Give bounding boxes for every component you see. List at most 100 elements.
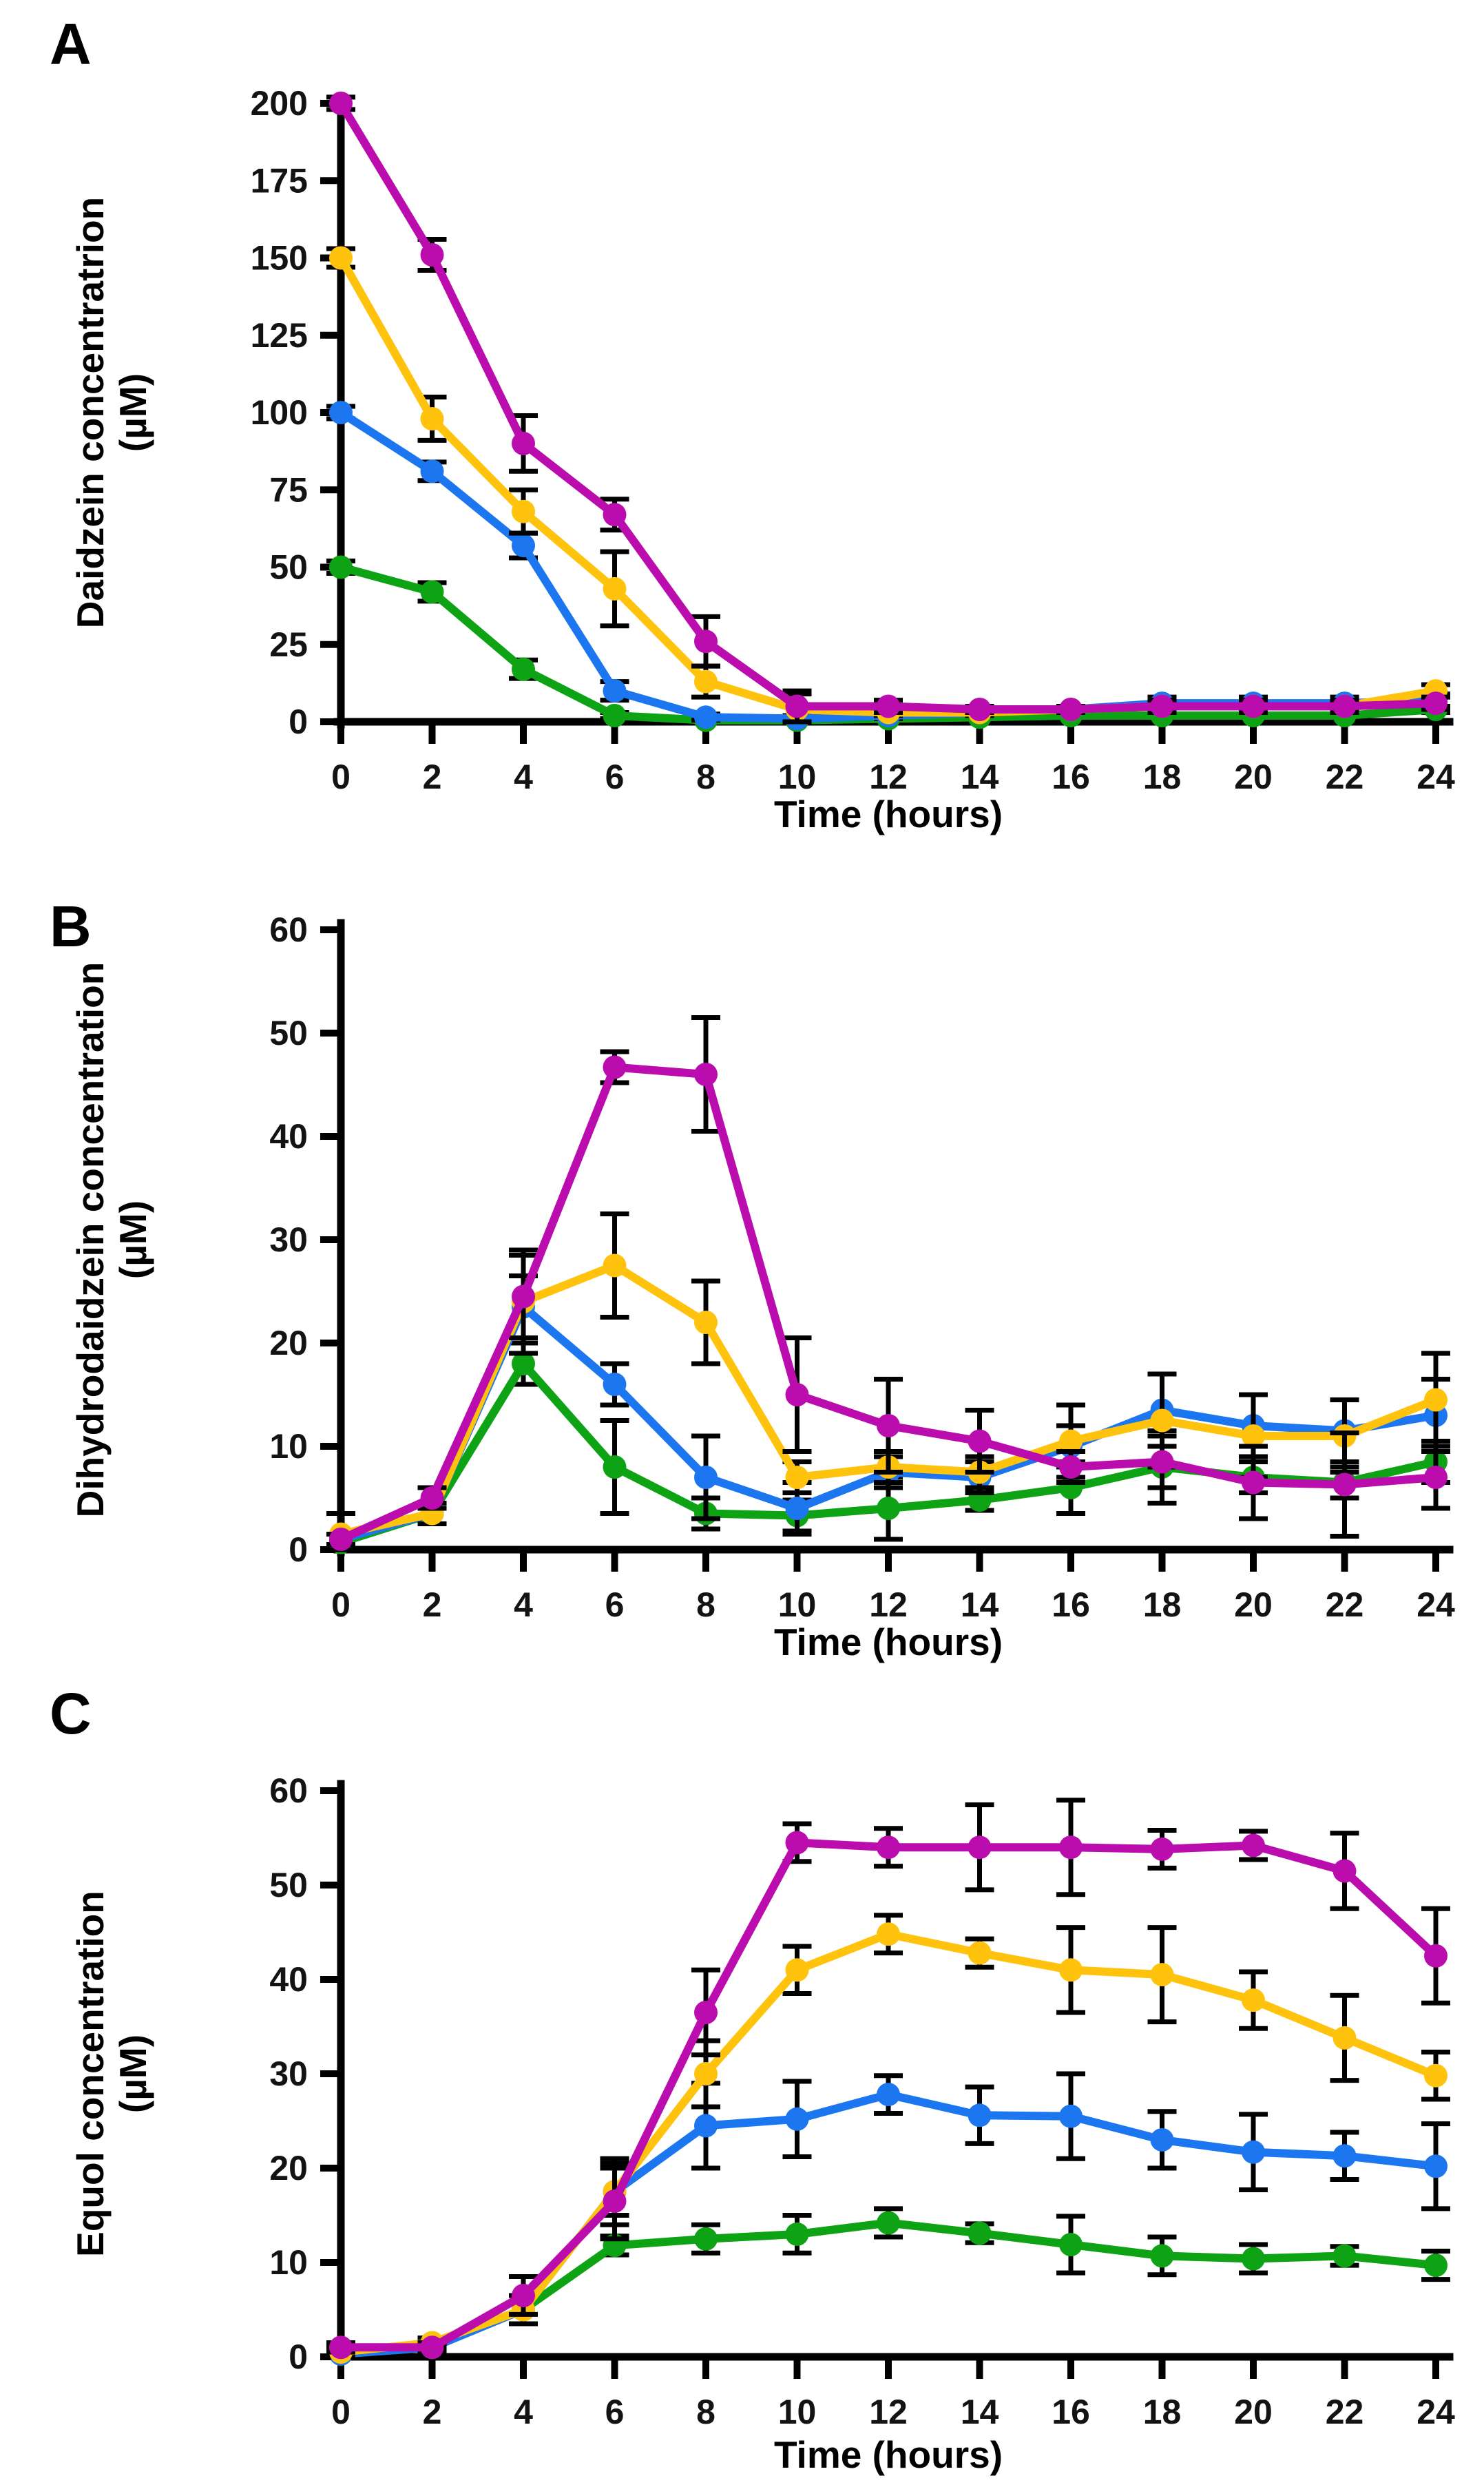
data-point-magenta bbox=[1424, 691, 1448, 716]
x-tick-label: 6 bbox=[605, 758, 625, 796]
data-point-yellow bbox=[694, 669, 718, 694]
x-tick-label: 2 bbox=[423, 2393, 442, 2431]
data-point-blue bbox=[420, 459, 444, 483]
data-point-magenta bbox=[1150, 1450, 1174, 1474]
data-point-magenta bbox=[512, 1284, 535, 1309]
data-point-magenta bbox=[603, 1055, 627, 1079]
x-axis-title: Time (hours) bbox=[773, 793, 1003, 835]
y-tick-label: 75 bbox=[269, 470, 308, 509]
data-point-magenta bbox=[603, 503, 627, 527]
y-tick-label: 0 bbox=[289, 1530, 308, 1569]
error-bars-magenta bbox=[326, 94, 1450, 725]
x-tick-label: 16 bbox=[1052, 2393, 1090, 2431]
x-tick-label: 22 bbox=[1326, 2393, 1364, 2431]
data-point-magenta bbox=[329, 1528, 353, 1551]
data-point-yellow bbox=[1150, 1963, 1174, 1987]
data-point-blue bbox=[1424, 2154, 1448, 2178]
x-tick-label: 0 bbox=[331, 2393, 351, 2431]
data-point-green bbox=[329, 555, 353, 579]
data-point-magenta bbox=[1424, 1466, 1448, 1489]
data-point-green bbox=[877, 2211, 900, 2235]
data-point-yellow bbox=[1424, 1388, 1448, 1412]
data-point-magenta bbox=[420, 2335, 444, 2360]
panel-letter: B bbox=[50, 894, 92, 959]
data-point-green bbox=[603, 1455, 627, 1479]
x-tick-label: 12 bbox=[869, 1585, 908, 1624]
data-point-green bbox=[1059, 2233, 1083, 2256]
error-bars-blue bbox=[417, 2071, 1450, 2355]
data-point-yellow bbox=[1242, 1988, 1265, 2012]
x-tick-label: 4 bbox=[514, 1585, 533, 1624]
data-point-magenta bbox=[420, 243, 444, 267]
x-tick-label: 12 bbox=[869, 2393, 908, 2431]
markers-yellow bbox=[329, 1922, 1448, 2364]
data-point-blue bbox=[1150, 2127, 1174, 2152]
x-axis-title: Time (hours) bbox=[773, 1621, 1003, 1663]
y-tick-label: 125 bbox=[251, 316, 308, 355]
x-tick-label: 22 bbox=[1326, 1585, 1364, 1624]
data-point-magenta bbox=[420, 1486, 444, 1510]
data-point-green bbox=[1150, 2244, 1174, 2268]
data-point-yellow bbox=[694, 2062, 718, 2085]
data-point-magenta bbox=[1333, 694, 1357, 718]
x-tick-label: 14 bbox=[961, 2393, 999, 2431]
data-point-yellow bbox=[968, 1941, 992, 1965]
y-tick-label: 0 bbox=[289, 703, 308, 741]
x-tick-label: 18 bbox=[1143, 2393, 1182, 2431]
data-point-blue bbox=[512, 534, 535, 558]
data-point-yellow bbox=[877, 1922, 900, 1946]
y-tick-label: 100 bbox=[251, 393, 308, 432]
x-tick-label: 24 bbox=[1417, 2393, 1455, 2431]
data-point-blue bbox=[1333, 2144, 1357, 2168]
data-point-magenta bbox=[329, 92, 353, 115]
y-tick-label: 60 bbox=[269, 910, 308, 949]
data-point-blue bbox=[1242, 2140, 1265, 2164]
data-point-blue bbox=[1059, 2104, 1083, 2128]
data-point-magenta bbox=[1059, 1455, 1083, 1479]
data-point-magenta bbox=[968, 1835, 992, 1860]
data-point-blue bbox=[785, 1497, 809, 1520]
data-point-green bbox=[968, 2221, 992, 2245]
data-point-magenta bbox=[785, 1831, 809, 1855]
x-tick-label: 8 bbox=[696, 2393, 715, 2431]
markers-blue bbox=[329, 401, 1448, 731]
data-point-yellow bbox=[1424, 2063, 1448, 2088]
data-point-magenta bbox=[1242, 1833, 1265, 1858]
data-point-magenta bbox=[603, 2189, 627, 2213]
error-bars-blue bbox=[326, 404, 1450, 725]
x-tick-label: 0 bbox=[331, 758, 351, 796]
data-point-yellow bbox=[694, 1311, 718, 1334]
data-point-blue bbox=[329, 401, 353, 424]
data-point-magenta bbox=[877, 1414, 900, 1437]
data-point-yellow bbox=[1059, 1429, 1083, 1453]
x-tick-label: 0 bbox=[331, 1585, 351, 1624]
data-point-green bbox=[512, 1352, 535, 1375]
data-point-yellow bbox=[785, 1958, 809, 1982]
x-tick-label: 14 bbox=[961, 758, 999, 796]
data-point-blue bbox=[694, 2114, 718, 2138]
data-point-green bbox=[877, 1497, 900, 1520]
x-tick-label: 20 bbox=[1234, 758, 1273, 796]
y-tick-label: 20 bbox=[269, 2149, 308, 2187]
series-line-magenta bbox=[337, 99, 1440, 714]
data-point-magenta bbox=[1333, 1473, 1357, 1497]
y-tick-label: 50 bbox=[269, 1866, 308, 1904]
data-point-yellow bbox=[1059, 1958, 1083, 1982]
data-point-blue bbox=[968, 2103, 992, 2127]
y-tick-label: 40 bbox=[269, 1117, 308, 1156]
data-point-green bbox=[1242, 2247, 1265, 2271]
x-tick-label: 16 bbox=[1052, 758, 1090, 796]
data-point-magenta bbox=[1059, 698, 1083, 721]
panel-equol: C Equol concentration (µM) 0 10 20 30 40 50 60… bbox=[0, 1660, 1484, 2476]
data-point-yellow bbox=[329, 246, 353, 270]
data-point-green bbox=[512, 657, 535, 681]
series-line-blue bbox=[337, 408, 1440, 723]
data-point-magenta bbox=[968, 698, 992, 721]
x-tick-label: 8 bbox=[696, 1585, 715, 1624]
y-tick-label: 200 bbox=[251, 84, 308, 123]
data-point-magenta bbox=[1333, 1859, 1357, 1883]
series-line-yellow bbox=[337, 253, 1440, 717]
error-bars-green bbox=[417, 1340, 1450, 1542]
data-point-green bbox=[694, 2227, 718, 2251]
